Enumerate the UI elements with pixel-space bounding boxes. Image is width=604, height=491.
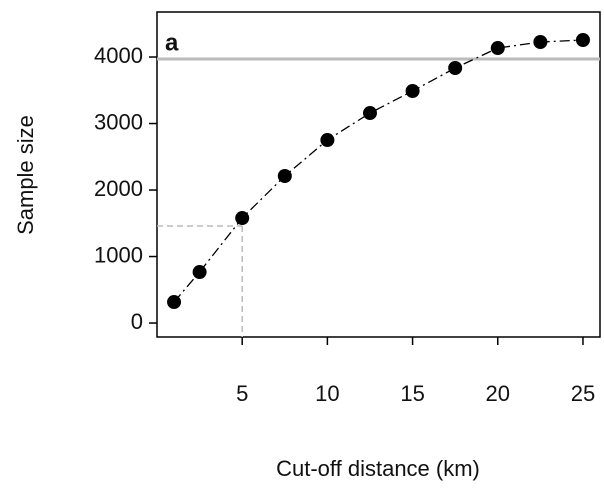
point	[448, 60, 463, 75]
point	[575, 32, 590, 47]
x-tick-label: 10	[315, 381, 339, 406]
point	[277, 168, 292, 183]
point	[533, 34, 548, 49]
panel-label: a	[165, 29, 179, 56]
point	[490, 41, 505, 56]
point	[192, 265, 207, 280]
point	[235, 211, 250, 226]
y-tick-label: 1000	[94, 242, 143, 267]
point	[320, 133, 335, 148]
y-tick-label: 2000	[94, 176, 143, 201]
y-tick-label: 0	[131, 309, 143, 334]
point	[362, 106, 377, 121]
x-tick-label: 5	[236, 381, 248, 406]
point	[167, 295, 182, 310]
x-tick-label: 25	[571, 381, 595, 406]
y-axis-label: Sample size	[13, 115, 38, 235]
plot-frame	[156, 11, 601, 338]
y-tick-label: 3000	[94, 109, 143, 134]
x-axis-label: Cut-off distance (km)	[276, 456, 480, 481]
point	[405, 84, 420, 99]
x-tick-label: 20	[486, 381, 510, 406]
trend-line	[173, 39, 583, 303]
y-tick-label: 4000	[94, 43, 143, 68]
x-tick-label: 15	[400, 381, 424, 406]
